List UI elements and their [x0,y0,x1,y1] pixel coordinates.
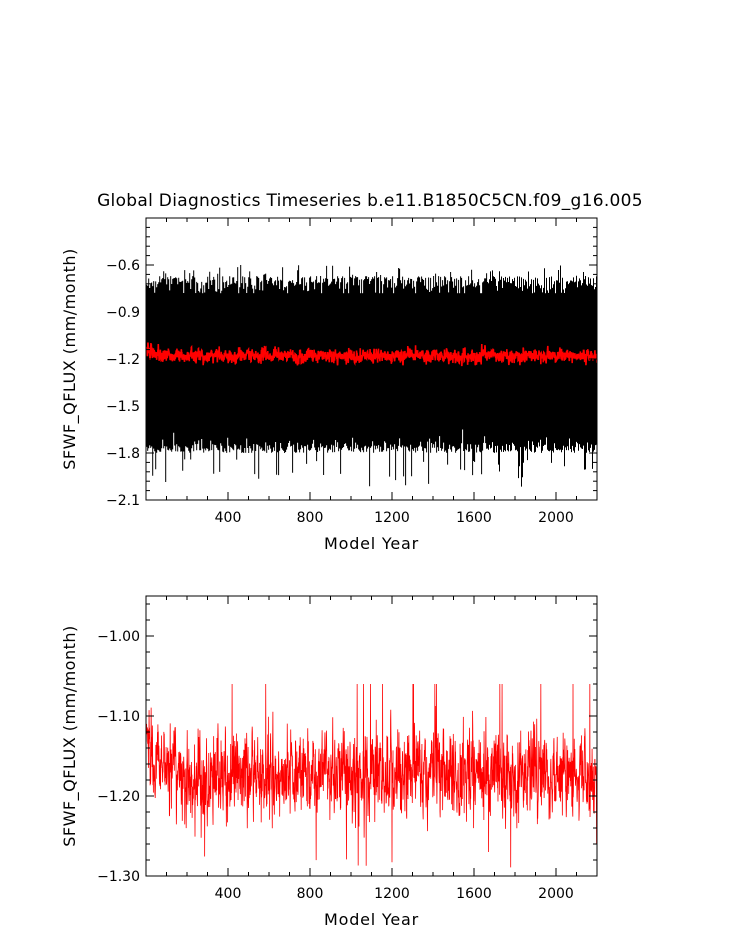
top-x-axis-label: Model Year [324,534,419,553]
annual-series-line [145,342,598,367]
y-tick-label: −1.8 [106,446,140,462]
chart-title: Global Diagnostics Timeseries b.e11.B185… [97,191,643,211]
y-tick-label: −0.6 [106,258,140,274]
x-tick-label: 1600 [456,886,492,902]
x-tick-label: 800 [297,510,324,526]
top-panel: 400 800 1200 1600 2000 −2.1 −1.8 −1.5 −1.2 −0.9 −0… [60,217,598,553]
bottom-plot-area [145,683,598,868]
top-y-axis-label: SFWF_QFLUX (mm/month) [60,248,80,470]
bottom-ticks: 400 800 1200 1600 2000 −1.30 −1.20 −1.10 −1.00 [97,596,597,902]
x-tick-label: 1600 [456,510,492,526]
y-tick-label: −1.00 [97,629,140,645]
x-tick-label: 2000 [538,886,574,902]
x-tick-label: 2000 [538,510,574,526]
x-tick-label: 1200 [374,886,410,902]
x-tick-label: 800 [297,886,324,902]
x-tick-label: 400 [215,510,242,526]
bottom-panel: 400 800 1200 1600 2000 −1.30 −1.20 −1.10 −1.00 M… [60,595,598,929]
x-tick-label: 1200 [374,510,410,526]
y-tick-label: −0.9 [106,305,140,321]
bottom-x-axis-label: Model Year [324,910,419,929]
y-tick-label: −1.30 [97,869,140,885]
top-plot-frame [145,217,598,501]
y-tick-label: −1.2 [106,352,140,368]
y-tick-label: −1.5 [106,399,140,415]
y-tick-label: −2.1 [106,493,140,509]
y-tick-label: −1.20 [97,789,140,805]
y-tick-label: −1.10 [97,709,140,725]
bottom-plot-frame [145,595,598,877]
top-plot-area [145,265,598,487]
bottom-y-axis-label: SFWF_QFLUX (mm/month) [60,625,80,847]
x-tick-label: 400 [215,886,242,902]
annual-series-line-detail [145,683,598,868]
